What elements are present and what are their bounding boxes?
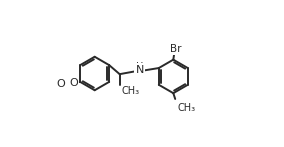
- Text: H: H: [136, 62, 144, 72]
- Text: O: O: [56, 79, 65, 89]
- Text: CH₃: CH₃: [178, 103, 195, 113]
- Text: Br: Br: [170, 44, 181, 54]
- Text: O: O: [69, 78, 78, 88]
- Text: N: N: [136, 65, 144, 75]
- Text: CH₃: CH₃: [121, 86, 139, 96]
